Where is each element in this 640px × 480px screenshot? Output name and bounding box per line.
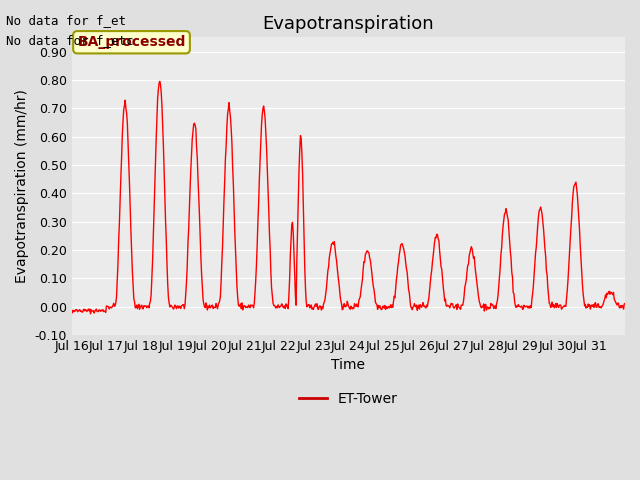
Y-axis label: Evapotranspiration (mm/hr): Evapotranspiration (mm/hr) (15, 89, 29, 283)
Legend: ET-Tower: ET-Tower (294, 386, 403, 411)
Text: BA_processed: BA_processed (77, 35, 186, 49)
Text: No data for f_et: No data for f_et (6, 14, 127, 27)
Text: No data for f_etc: No data for f_etc (6, 34, 134, 47)
X-axis label: Time: Time (332, 358, 365, 372)
Title: Evapotranspiration: Evapotranspiration (262, 15, 434, 33)
